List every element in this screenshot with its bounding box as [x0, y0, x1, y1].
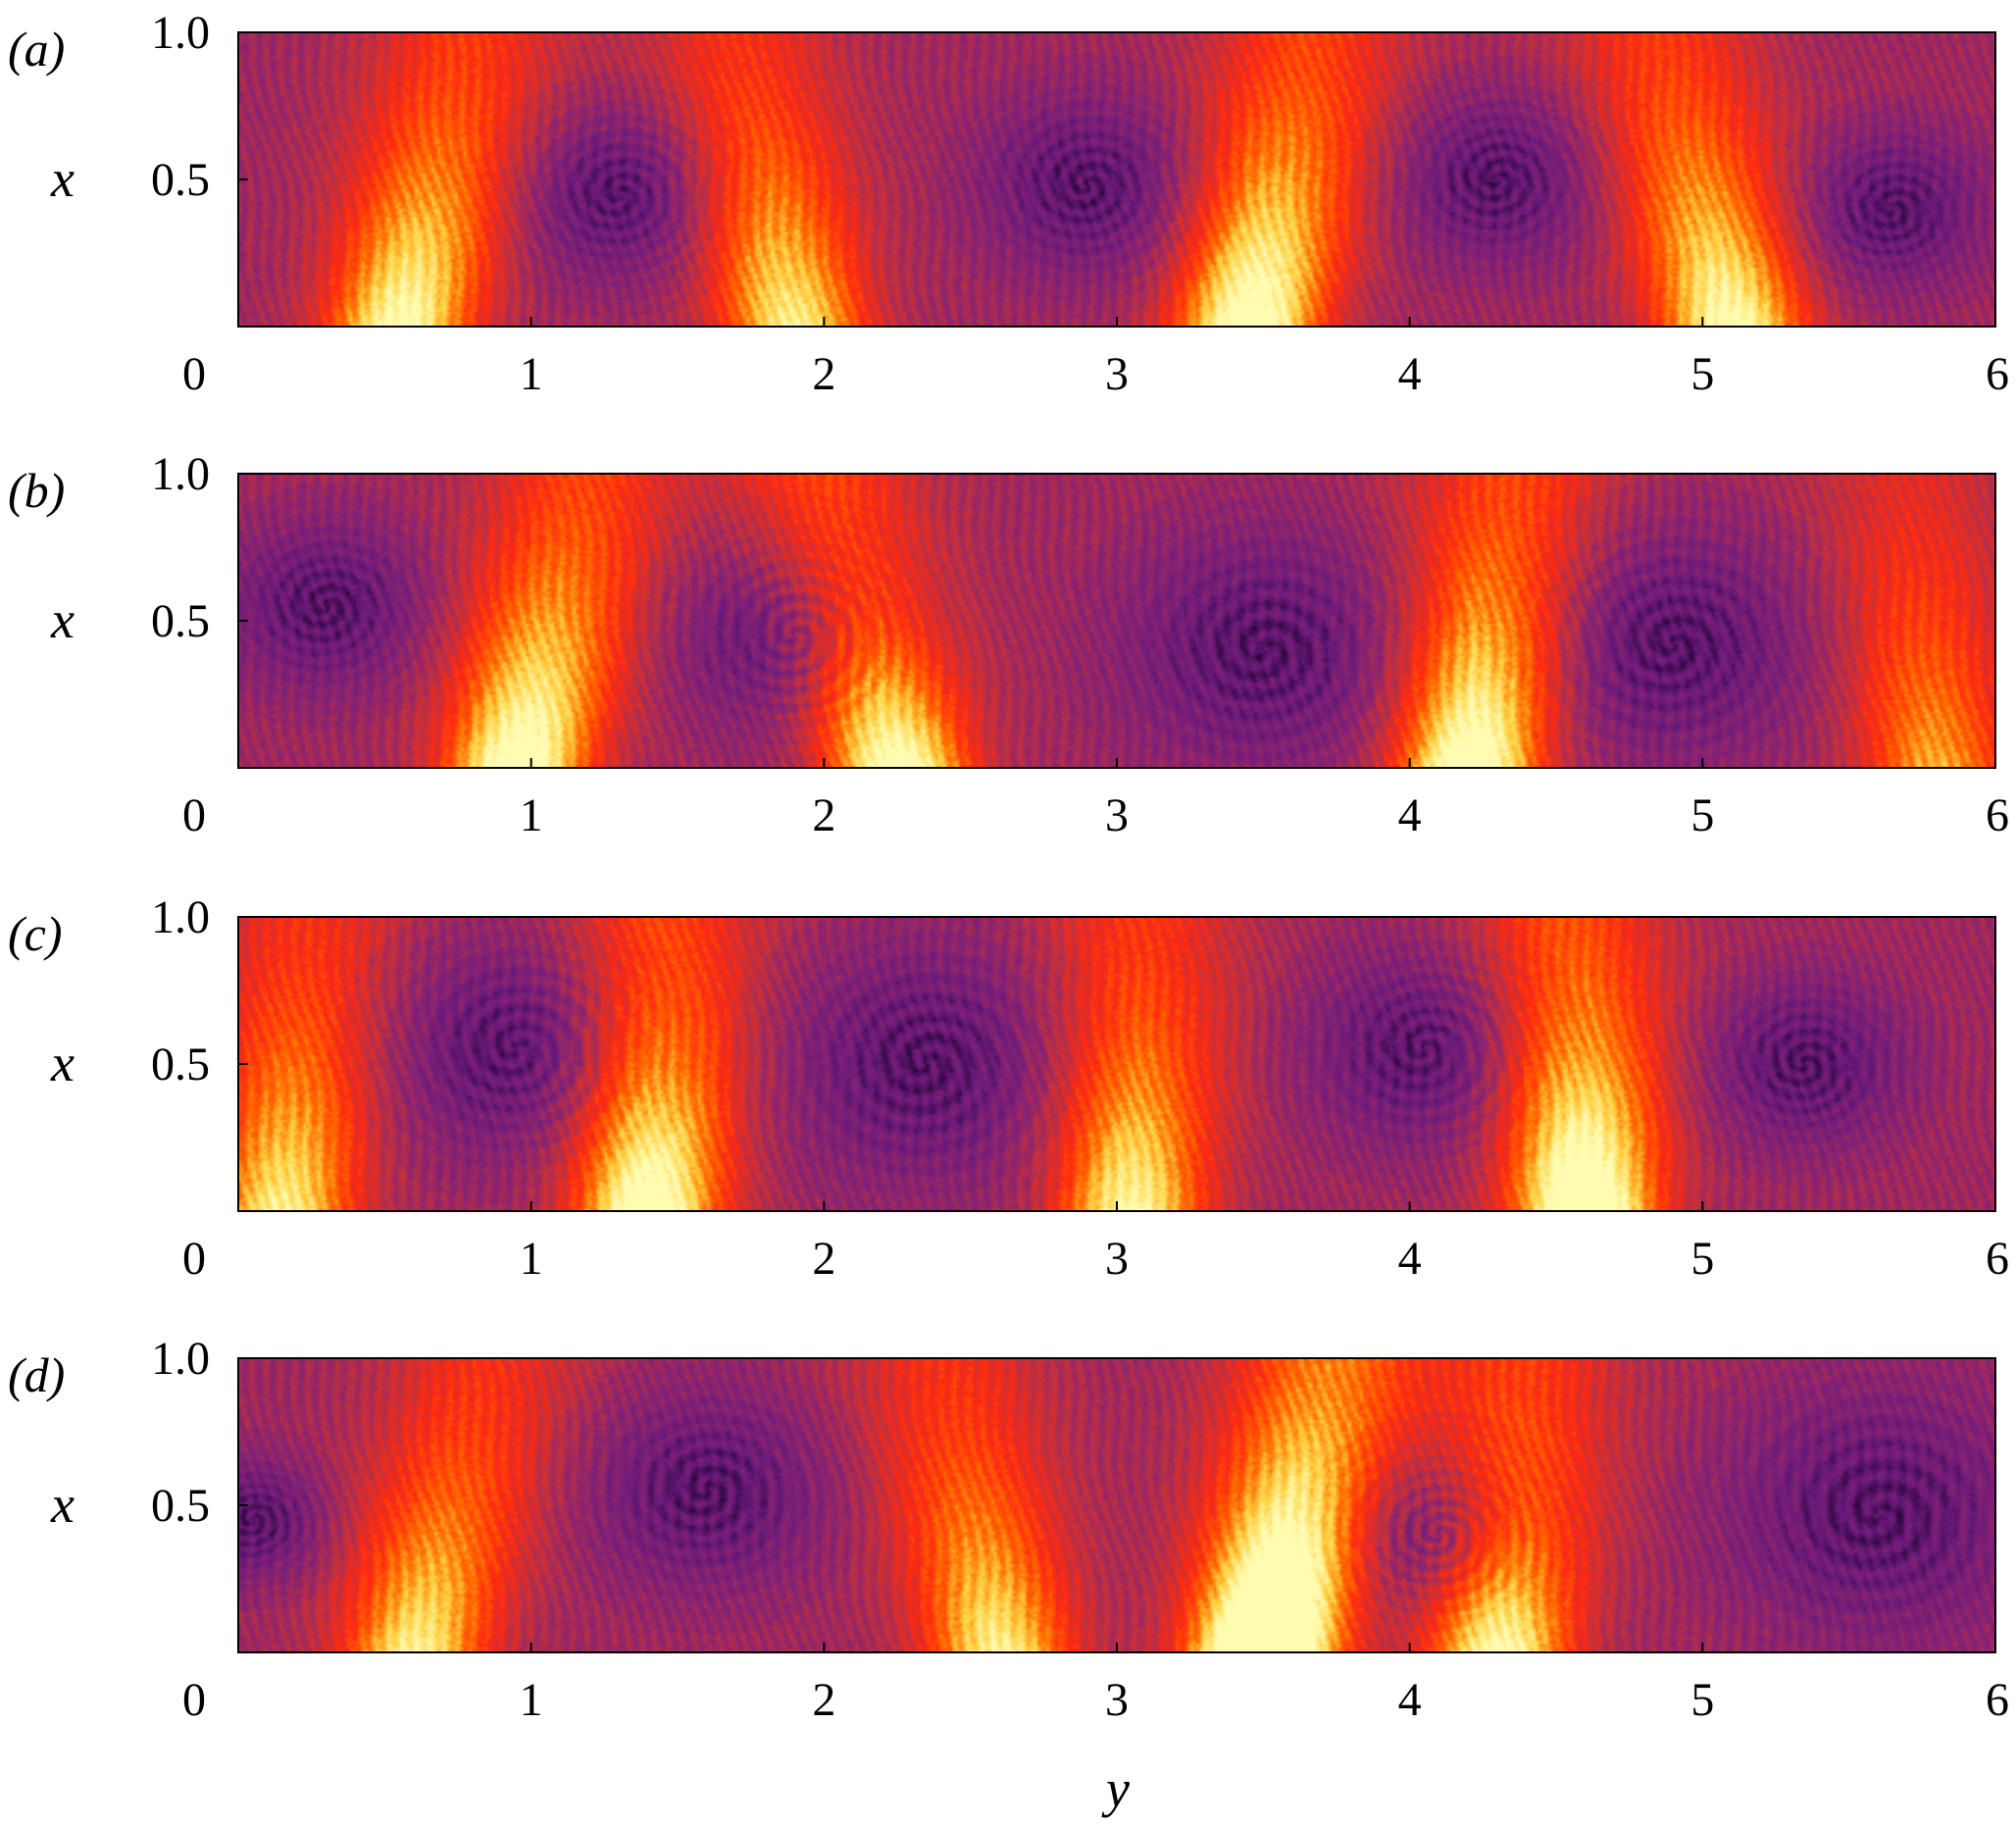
x-tick-label: 0	[182, 1674, 206, 1726]
x-tick-label: 6	[1986, 1233, 2009, 1285]
x-tick-label: 1	[520, 1233, 543, 1285]
y-tick-label: 0.5	[151, 595, 210, 647]
y-axis-title: x	[50, 1475, 75, 1534]
panel-b: (b) x 0.5 1.0 0 1 2 3 4 5 6	[8, 448, 2009, 841]
x-tick-label: 3	[1105, 1233, 1129, 1285]
x-tick-label: 2	[812, 789, 835, 841]
x-tick-label: 1	[520, 1674, 543, 1726]
y-tick-label: 1.0	[151, 448, 210, 500]
x-tick-label: 5	[1690, 789, 1714, 841]
x-tick-label: 1	[520, 348, 543, 400]
flow-field-image	[238, 32, 1995, 327]
x-axis-title: y	[1101, 1759, 1130, 1818]
panel-label: (b)	[8, 463, 65, 518]
x-tick-label: 6	[1986, 789, 2009, 841]
y-axis-title: x	[50, 1034, 75, 1092]
x-tick-label: 4	[1398, 789, 1422, 841]
y-tick-label: 0.5	[151, 1480, 210, 1532]
y-tick-label: 0.5	[151, 154, 210, 206]
x-tick-label: 4	[1398, 1233, 1422, 1285]
x-tick-label: 3	[1105, 789, 1129, 841]
x-tick-label: 5	[1690, 1674, 1714, 1726]
x-tick-label: 6	[1986, 348, 2009, 400]
panel-a: (a) x 0.5 1.0 0 1 2 3 4 5 6	[8, 7, 2009, 400]
flow-field-image	[238, 1358, 1995, 1652]
panel-label: (c)	[8, 906, 63, 961]
x-tick-label: 4	[1398, 1674, 1422, 1726]
x-tick-label: 4	[1398, 348, 1422, 400]
y-tick-label: 1.0	[151, 891, 210, 943]
y-tick-label: 1.0	[151, 7, 210, 59]
x-tick-label: 3	[1105, 348, 1129, 400]
x-tick-label: 5	[1690, 1233, 1714, 1285]
y-axis-title: x	[50, 590, 75, 649]
x-tick-label: 3	[1105, 1674, 1129, 1726]
x-tick-label: 2	[812, 1233, 835, 1285]
flow-field-image	[238, 474, 1995, 768]
x-tick-label: 2	[812, 1674, 835, 1726]
panels-layer: (a) x 0.5 1.0 0 1 2 3 4 5 6 (b) x 0.5 1.0 0 1 2 3 4 5 6 (c) x 0.…	[8, 7, 2009, 1726]
x-tick-label: 5	[1690, 348, 1714, 400]
x-tick-label: 1	[520, 789, 543, 841]
x-tick-label: 0	[182, 1233, 206, 1285]
x-tick-label: 6	[1986, 1674, 2009, 1726]
y-axis-title: x	[50, 149, 75, 208]
panel-c: (c) x 0.5 1.0 0 1 2 3 4 5 6	[8, 891, 2009, 1285]
x-tick-label: 2	[812, 348, 835, 400]
y-tick-label: 0.5	[151, 1039, 210, 1090]
x-tick-label: 0	[182, 348, 206, 400]
panel-label: (a)	[8, 22, 65, 76]
flow-field-image	[238, 917, 1995, 1211]
y-tick-label: 1.0	[151, 1333, 210, 1385]
panel-label: (d)	[8, 1347, 65, 1402]
panel-d: (d) x 0.5 1.0 0 1 2 3 4 5 6	[8, 1333, 2009, 1726]
x-tick-label: 0	[182, 789, 206, 841]
